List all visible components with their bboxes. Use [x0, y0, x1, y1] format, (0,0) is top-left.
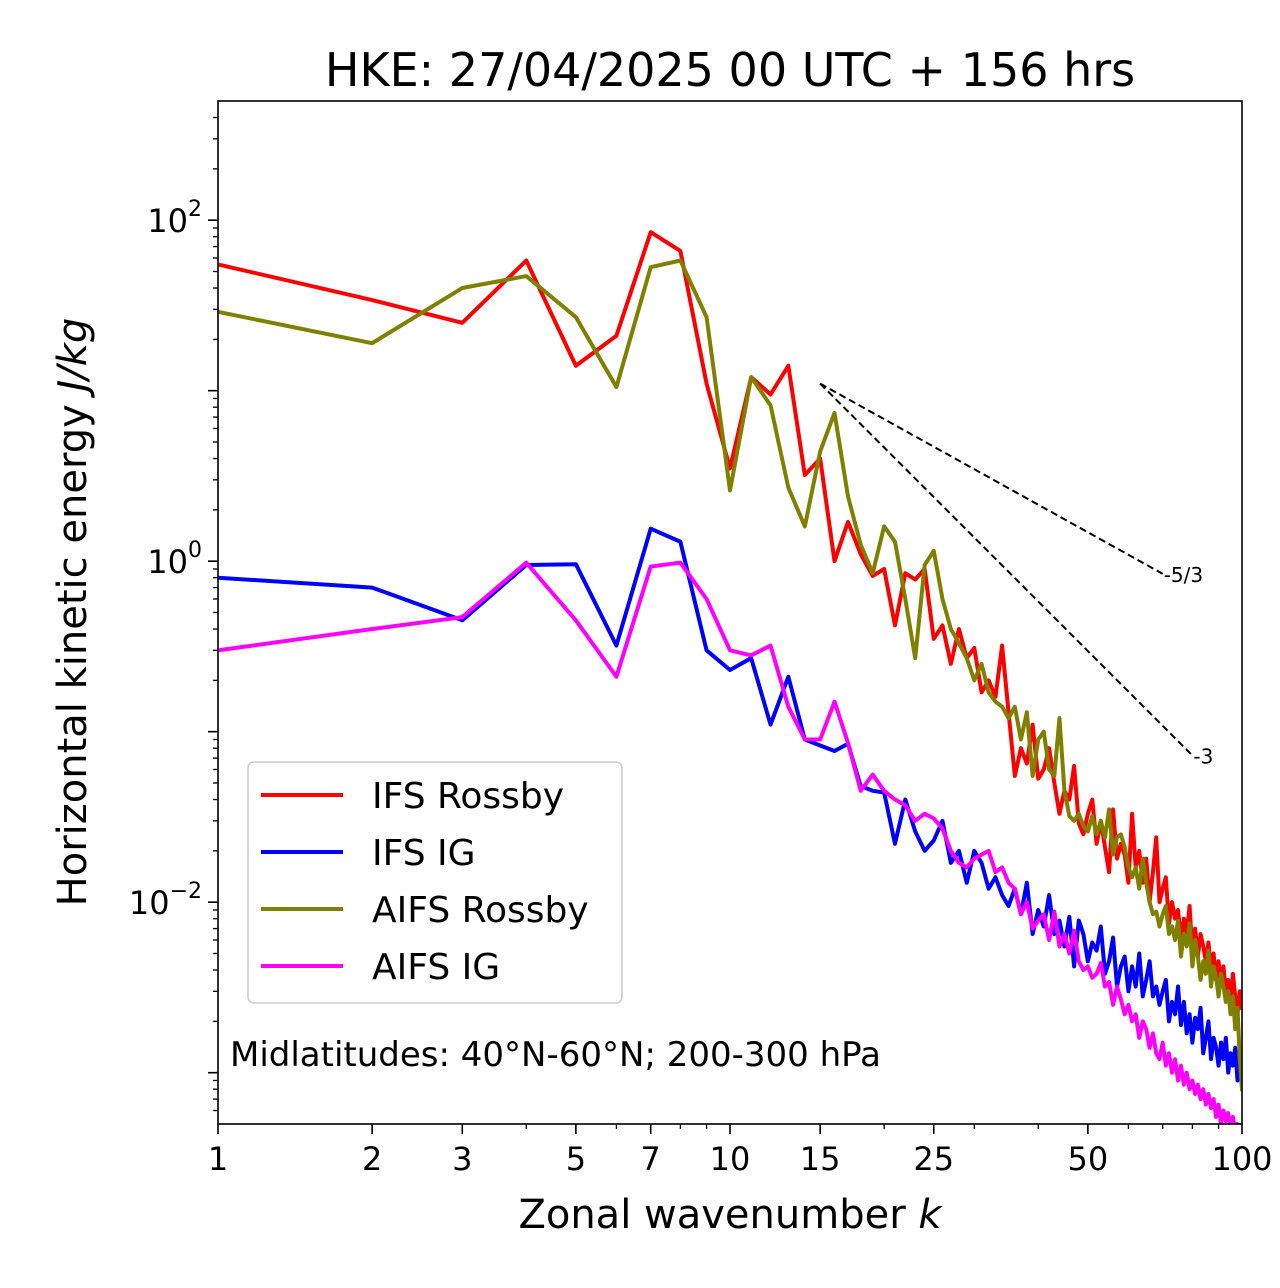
y-tick-label: 10−2	[129, 879, 202, 922]
series-line-ifs-rossby	[218, 230, 1242, 1017]
x-tick-label: 15	[800, 1140, 841, 1178]
legend-label-ifs-rossby: IFS Rossby	[372, 776, 564, 817]
x-tick-label: 5	[566, 1140, 586, 1178]
x-tick-label: 100	[1211, 1140, 1272, 1178]
legend-box	[247, 761, 623, 1004]
slope-label-minus-five-thirds: -5/3	[1164, 563, 1203, 587]
axis-ticks: 1 2 3 5 7 10 15 25 50 100 102 100 10−2	[129, 116, 1273, 1178]
x-tick-label: 2	[362, 1140, 382, 1178]
y-tick-label: 100	[147, 538, 202, 581]
x-axis-label: Zonal wavenumber k	[518, 1192, 943, 1238]
series-line-aifs-rossby	[218, 258, 1242, 1092]
y-tick-label: 102	[147, 197, 202, 240]
legend: IFS Rossby IFS IG AIFS Rossby AIFS IG	[247, 761, 623, 1004]
x-tick-label: 25	[913, 1140, 954, 1178]
slope-line-minus-five-thirds	[819, 382, 1164, 575]
x-tick-label: 10	[710, 1140, 751, 1178]
legend-label-ifs-ig: IFS IG	[372, 833, 476, 874]
legend-label-aifs-ig: AIFS IG	[372, 947, 500, 988]
x-tick-label: 1	[208, 1140, 228, 1178]
x-tick-label: 7	[641, 1140, 661, 1178]
x-tick-label: 3	[452, 1140, 472, 1178]
y-axis-label: Horizontal kinetic energy J/kg	[50, 318, 96, 907]
plot-frame	[217, 100, 1243, 1125]
series-line-aifs-ig	[218, 560, 1240, 1124]
x-tick-label: 50	[1068, 1140, 1109, 1178]
reference-lines: -5/3 -3	[819, 382, 1213, 768]
slope-label-minus-three: -3	[1193, 744, 1213, 768]
chart-title: HKE: 27/04/2025 00 UTC + 156 hrs	[325, 43, 1135, 97]
series-layer	[218, 230, 1242, 1124]
region-annotation: Midlatitudes: 40°N-60°N; 200-300 hPa	[230, 1035, 881, 1075]
legend-label-aifs-rossby: AIFS Rossby	[372, 890, 589, 931]
